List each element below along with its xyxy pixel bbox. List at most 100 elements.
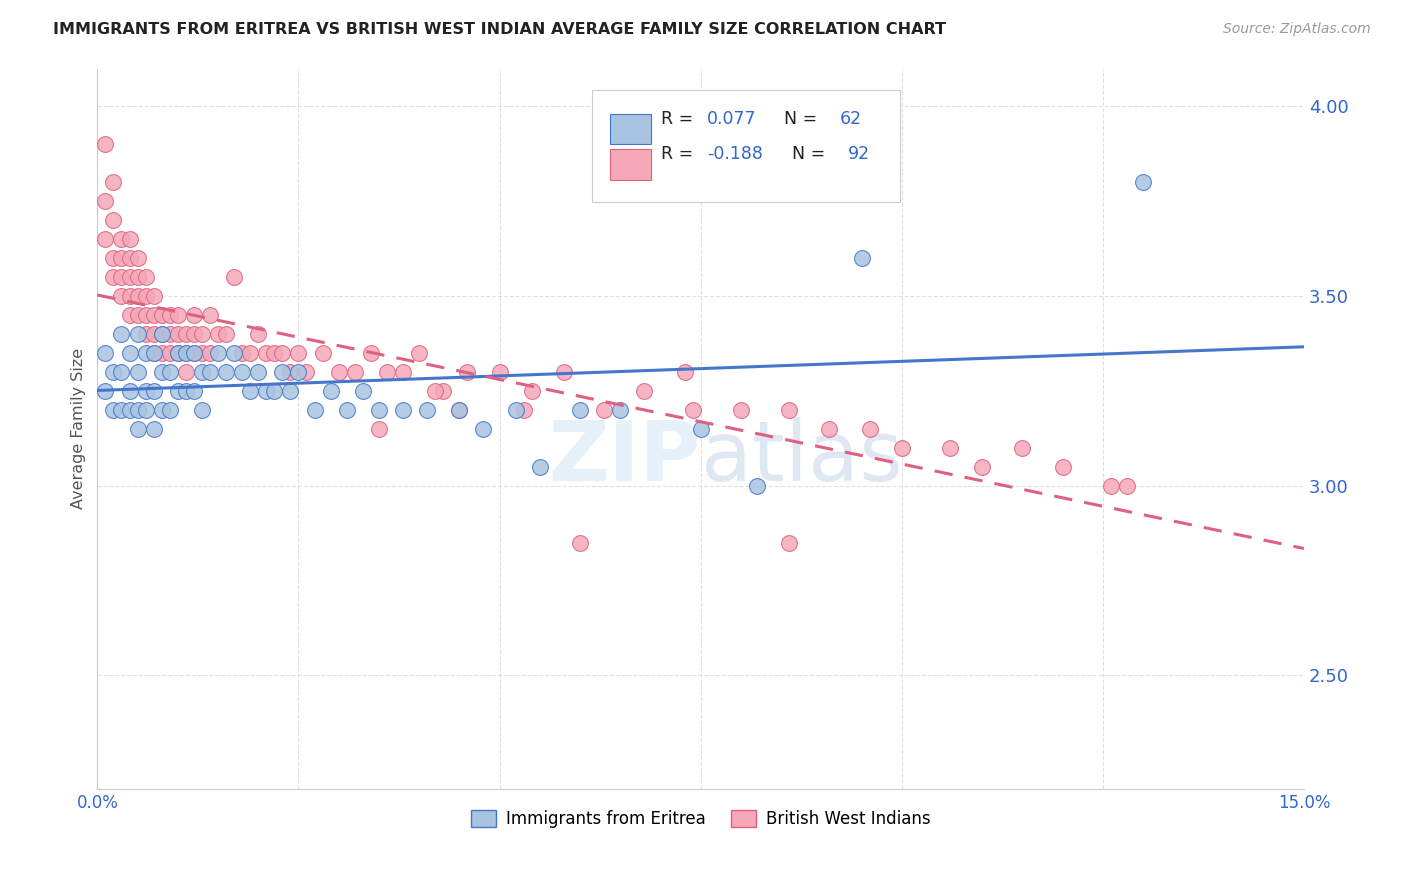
Point xyxy=(254,346,277,360)
Point xyxy=(392,365,415,379)
Point xyxy=(110,326,132,341)
Point xyxy=(682,403,704,417)
Point xyxy=(425,384,447,398)
Point xyxy=(311,346,333,360)
Point xyxy=(215,326,238,341)
Text: 62: 62 xyxy=(839,111,862,128)
Point xyxy=(159,346,181,360)
Point xyxy=(392,403,415,417)
Point xyxy=(472,422,495,436)
Point xyxy=(198,308,221,322)
Point xyxy=(247,365,270,379)
Point xyxy=(512,403,534,417)
Point xyxy=(520,384,543,398)
Point xyxy=(271,365,294,379)
Point xyxy=(191,326,214,341)
Point xyxy=(150,326,173,341)
Point xyxy=(1132,175,1154,189)
Point xyxy=(239,346,262,360)
Point xyxy=(150,326,173,341)
Point xyxy=(135,308,157,322)
Point xyxy=(103,365,125,379)
Text: atlas: atlas xyxy=(700,417,903,499)
Point xyxy=(633,384,655,398)
Point xyxy=(730,403,752,417)
Point xyxy=(183,326,205,341)
Point xyxy=(174,346,197,360)
Point xyxy=(818,422,841,436)
Point xyxy=(118,403,141,417)
Text: -0.188: -0.188 xyxy=(707,145,762,163)
Point xyxy=(94,232,117,246)
Point xyxy=(263,346,285,360)
Text: N =: N = xyxy=(773,111,823,128)
Point xyxy=(110,270,132,285)
Point xyxy=(103,270,125,285)
Point xyxy=(94,346,117,360)
Point xyxy=(1011,441,1033,455)
Point xyxy=(254,384,277,398)
Point xyxy=(287,365,309,379)
Text: ZIP: ZIP xyxy=(548,417,700,499)
Point xyxy=(127,403,149,417)
Point xyxy=(150,346,173,360)
Text: R =: R = xyxy=(661,111,699,128)
Point xyxy=(150,403,173,417)
Point xyxy=(689,422,711,436)
Point xyxy=(127,270,149,285)
Point xyxy=(328,365,350,379)
Point xyxy=(449,403,471,417)
Point xyxy=(1116,479,1139,493)
Point xyxy=(553,365,575,379)
Point xyxy=(166,384,188,398)
Point xyxy=(183,308,205,322)
Point xyxy=(569,535,592,549)
Point xyxy=(191,365,214,379)
Point xyxy=(231,346,253,360)
Point xyxy=(360,346,382,360)
Point xyxy=(239,384,262,398)
Point xyxy=(135,384,157,398)
Point xyxy=(118,346,141,360)
Point xyxy=(110,251,132,265)
Point xyxy=(127,308,149,322)
Point xyxy=(174,346,197,360)
Point xyxy=(94,384,117,398)
Point xyxy=(247,326,270,341)
Point xyxy=(529,459,551,474)
Point xyxy=(191,346,214,360)
Point xyxy=(183,346,205,360)
Point xyxy=(166,308,188,322)
Point xyxy=(215,365,238,379)
Point xyxy=(778,535,800,549)
Text: Source: ZipAtlas.com: Source: ZipAtlas.com xyxy=(1223,22,1371,37)
Point xyxy=(593,403,616,417)
Point xyxy=(280,365,302,379)
FancyBboxPatch shape xyxy=(610,149,651,179)
Point xyxy=(304,403,326,417)
Point xyxy=(174,326,197,341)
Text: 0.077: 0.077 xyxy=(707,111,756,128)
FancyBboxPatch shape xyxy=(610,114,651,145)
Point xyxy=(207,326,229,341)
Text: R =: R = xyxy=(661,145,699,163)
Point xyxy=(118,289,141,303)
Point xyxy=(127,289,149,303)
Point xyxy=(191,403,214,417)
Point xyxy=(103,251,125,265)
Text: 92: 92 xyxy=(848,145,870,163)
Point xyxy=(408,346,430,360)
Point xyxy=(135,270,157,285)
Point xyxy=(352,384,374,398)
Point xyxy=(449,403,471,417)
Point xyxy=(198,365,221,379)
Point xyxy=(295,365,318,379)
Point xyxy=(142,289,165,303)
Point xyxy=(890,441,912,455)
Point xyxy=(972,459,994,474)
Point xyxy=(673,365,696,379)
Point xyxy=(142,422,165,436)
Point xyxy=(432,384,454,398)
Point xyxy=(198,346,221,360)
Legend: Immigrants from Eritrea, British West Indians: Immigrants from Eritrea, British West In… xyxy=(464,804,936,835)
